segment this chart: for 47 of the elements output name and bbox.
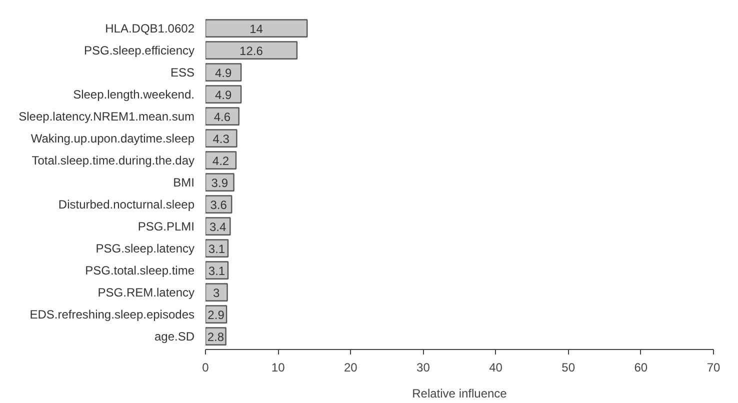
x-tick-label: 70 [706, 360, 720, 374]
y-tick-label: PSG.total.sleep.time [85, 263, 195, 278]
y-tick-label: Waking.up.upon.daytime.sleep [30, 131, 195, 146]
bar [206, 85, 242, 104]
data-label: 4.9 [214, 88, 232, 102]
bar [206, 19, 308, 38]
x-tick-label: 50 [562, 360, 576, 374]
x-tick-label: 60 [634, 360, 648, 374]
y-tick-label: Disturbed.nocturnal.sleep [58, 197, 195, 212]
data-label: 3.1 [208, 242, 226, 256]
y-tick-label: PSG.sleep.latency [96, 241, 194, 256]
y-tick-label: BMI [173, 175, 195, 190]
y-tick-label: Sleep.length.weekend. [73, 87, 195, 102]
x-axis-title: Relative influence [412, 386, 508, 400]
data-label: 4.2 [212, 154, 230, 168]
data-label: 2.9 [208, 308, 225, 322]
data-label: 12.6 [240, 44, 264, 58]
data-label: 3.4 [209, 220, 227, 234]
y-tick-label: ESS [170, 65, 195, 80]
x-tick-label: 10 [271, 360, 286, 374]
bar [206, 129, 238, 148]
data-label: 3.1 [208, 264, 226, 278]
bar [206, 151, 237, 170]
y-tick-label: HLA.DQB1.0602 [105, 21, 195, 36]
y-tick-label: EDS.refreshing.sleep.episodes [30, 307, 195, 322]
bar [206, 283, 228, 302]
y-tick-label: age.SD [154, 329, 195, 344]
data-label: 3.6 [210, 198, 228, 212]
x-tick-label: 0 [202, 360, 210, 374]
y-tick-label: PSG.PLMI [138, 219, 195, 234]
x-tick-label: 40 [489, 360, 503, 374]
bar [206, 41, 298, 60]
data-label: 4.9 [214, 66, 232, 80]
bar [206, 63, 242, 82]
data-label: 3.9 [211, 176, 228, 190]
data-label: 4.3 [212, 132, 230, 146]
data-label: 14 [250, 22, 264, 36]
y-tick-label: PSG.REM.latency [98, 285, 195, 300]
y-tick-label: PSG.sleep.efficiency [84, 43, 195, 58]
bar [206, 107, 240, 126]
data-label: 3 [213, 286, 220, 300]
data-label: 2.8 [207, 330, 224, 344]
data-label: 4.6 [214, 110, 231, 124]
y-tick-label: Sleep.latency.NREM1.mean.sum [18, 109, 195, 124]
x-tick-label: 20 [344, 360, 358, 374]
x-tick-label: 30 [416, 360, 430, 374]
y-tick-label: Total.sleep.time.during.the.day [32, 153, 195, 168]
